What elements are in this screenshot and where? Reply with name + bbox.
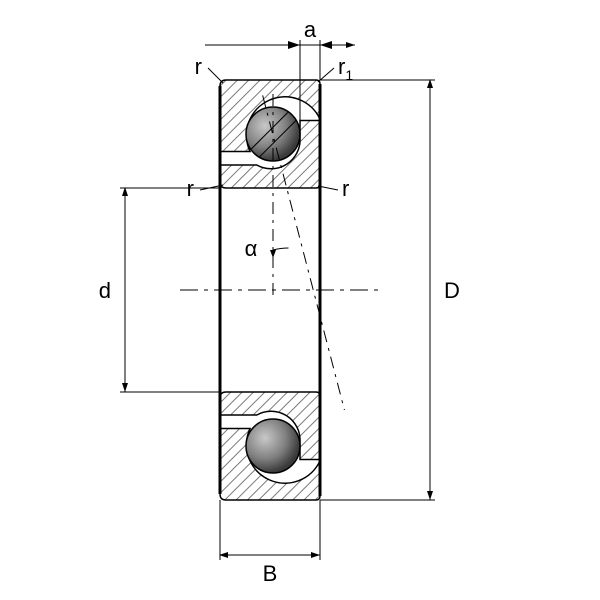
label-r-top-left: r	[195, 54, 202, 79]
label-d: d	[99, 278, 111, 303]
label-alpha: α	[245, 236, 258, 261]
label-D: D	[444, 278, 460, 303]
label-r-inner-left: r	[187, 176, 194, 201]
label-r-inner-right: r	[342, 176, 349, 201]
label-r1: r1	[338, 54, 353, 83]
bearing-cross-section	[180, 80, 380, 500]
label-B: B	[263, 561, 278, 586]
label-a: a	[304, 17, 317, 42]
ball-bottom	[246, 419, 300, 473]
